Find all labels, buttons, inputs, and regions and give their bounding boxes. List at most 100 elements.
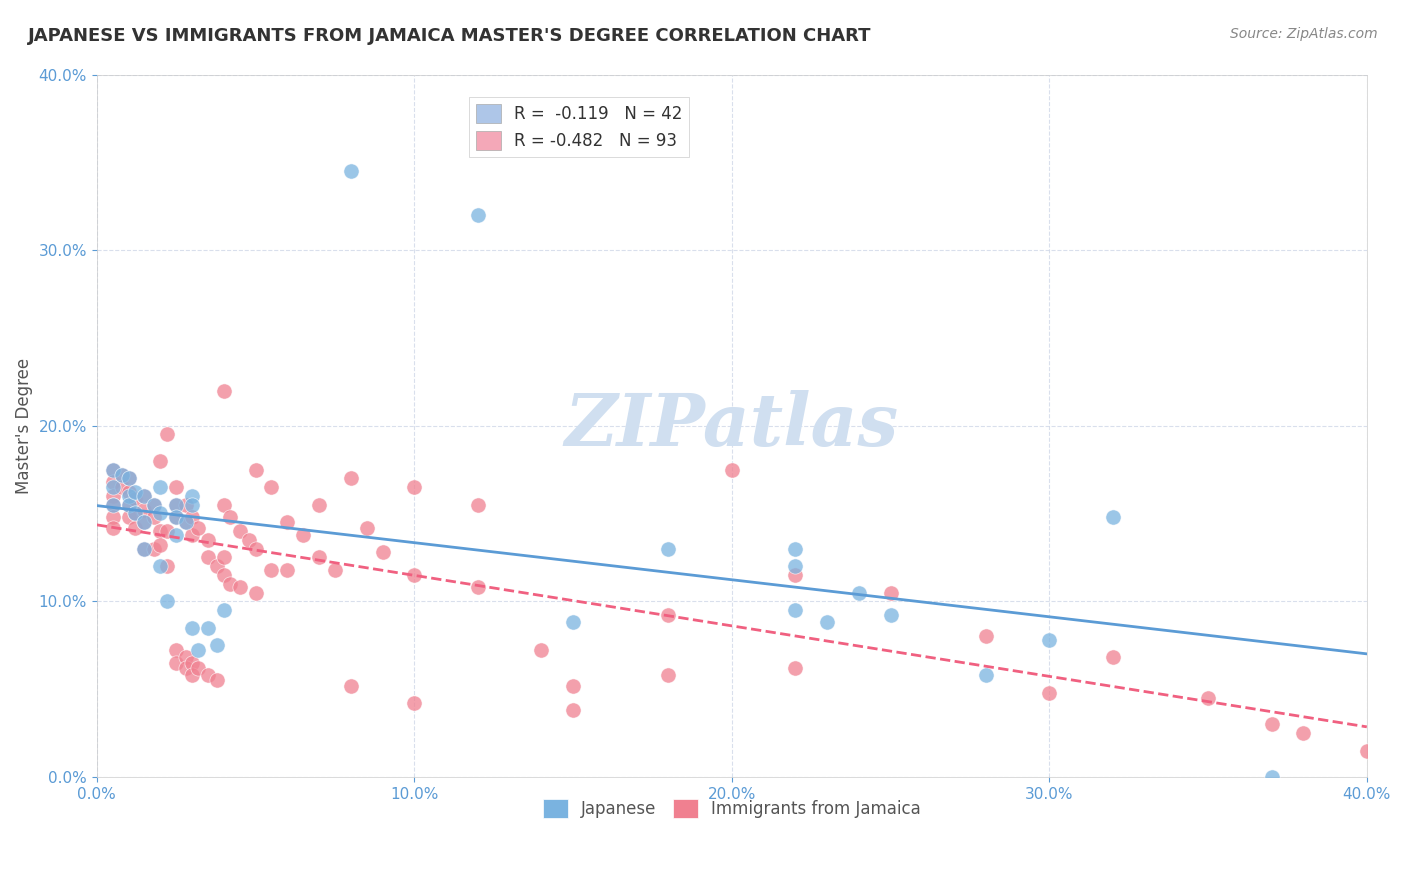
Point [117, 498, 139, 512]
Point [1101, 650, 1123, 665]
Point [815, 615, 838, 630]
Point [308, 550, 330, 565]
Point [1292, 726, 1315, 740]
Point [165, 643, 187, 657]
Point [174, 650, 197, 665]
Point [165, 510, 187, 524]
Point [117, 489, 139, 503]
Point [174, 498, 197, 512]
Point [165, 480, 187, 494]
Point [720, 462, 742, 476]
Point [879, 608, 901, 623]
Point [181, 656, 204, 670]
Point [197, 668, 219, 682]
Point [134, 541, 156, 556]
Point [1197, 690, 1219, 705]
Point [260, 563, 283, 577]
Point [134, 503, 156, 517]
Point [142, 498, 165, 512]
Point [562, 615, 585, 630]
Point [1260, 717, 1282, 731]
Point [181, 527, 204, 541]
Point [117, 498, 139, 512]
Point [165, 656, 187, 670]
Point [101, 462, 124, 476]
Point [156, 427, 179, 442]
Point [187, 520, 209, 534]
Point [562, 679, 585, 693]
Point [142, 498, 165, 512]
Point [467, 580, 489, 594]
Point [134, 541, 156, 556]
Point [156, 524, 179, 538]
Point [181, 668, 204, 682]
Point [124, 485, 146, 500]
Point [101, 480, 124, 494]
Point [156, 594, 179, 608]
Point [785, 568, 807, 582]
Text: JAPANESE VS IMMIGRANTS FROM JAMAICA MASTER'S DEGREE CORRELATION CHART: JAPANESE VS IMMIGRANTS FROM JAMAICA MAST… [28, 27, 872, 45]
Point [785, 661, 807, 675]
Point [134, 515, 156, 529]
Point [339, 679, 361, 693]
Point [371, 545, 394, 559]
Point [197, 533, 219, 547]
Point [124, 520, 146, 534]
Point [101, 520, 124, 534]
Point [111, 467, 134, 482]
Point [181, 498, 204, 512]
Point [117, 485, 139, 500]
Point [101, 498, 124, 512]
Point [207, 638, 229, 652]
Point [117, 510, 139, 524]
Point [657, 608, 679, 623]
Point [657, 668, 679, 682]
Point [124, 507, 146, 521]
Point [339, 164, 361, 178]
Point [212, 550, 235, 565]
Legend: Japanese, Immigrants from Jamaica: Japanese, Immigrants from Jamaica [536, 792, 928, 825]
Point [530, 643, 553, 657]
Point [197, 550, 219, 565]
Point [228, 580, 250, 594]
Text: Source: ZipAtlas.com: Source: ZipAtlas.com [1230, 27, 1378, 41]
Point [111, 467, 134, 482]
Point [197, 621, 219, 635]
Point [1101, 510, 1123, 524]
Point [219, 576, 242, 591]
Point [404, 568, 426, 582]
Point [562, 703, 585, 717]
Point [149, 454, 172, 468]
Point [467, 208, 489, 222]
Point [101, 489, 124, 503]
Point [149, 524, 172, 538]
Point [142, 510, 165, 524]
Point [974, 629, 997, 643]
Point [165, 498, 187, 512]
Point [276, 563, 298, 577]
Point [174, 515, 197, 529]
Point [879, 585, 901, 599]
Point [785, 541, 807, 556]
Point [165, 527, 187, 541]
Point [101, 498, 124, 512]
Point [124, 492, 146, 507]
Point [117, 471, 139, 485]
Point [181, 510, 204, 524]
Point [111, 480, 134, 494]
Point [356, 520, 378, 534]
Point [142, 541, 165, 556]
Point [149, 538, 172, 552]
Point [134, 515, 156, 529]
Point [207, 673, 229, 688]
Point [181, 489, 204, 503]
Point [238, 533, 260, 547]
Point [308, 498, 330, 512]
Point [207, 559, 229, 574]
Point [165, 510, 187, 524]
Point [117, 471, 139, 485]
Point [212, 568, 235, 582]
Point [174, 515, 197, 529]
Point [974, 668, 997, 682]
Point [339, 471, 361, 485]
